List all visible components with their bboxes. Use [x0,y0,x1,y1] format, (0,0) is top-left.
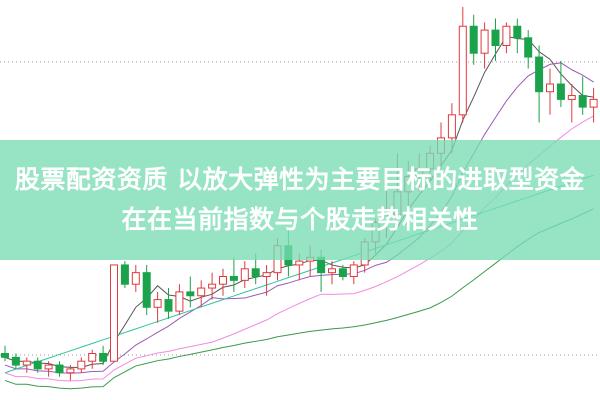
candle-body [295,260,304,266]
candle-body [524,37,533,58]
banner-text: 股票配资资质 以放大弹性为主要目标的进取型资金在在当前指数与个股走势相关性 [14,165,586,234]
candle-body [251,268,260,277]
candle-body [480,29,489,54]
candle-body [240,268,249,281]
candle-body [1,353,9,358]
title-banner: 股票配资资质 以放大弹性为主要目标的进取型资金在在当前指数与个股走势相关性 [0,140,600,260]
candle-body [131,272,140,285]
candle-body [578,95,587,108]
candle-body [556,83,565,100]
candle-body [447,114,456,139]
candle-body [110,264,118,362]
candle-body [22,360,31,366]
candle-body [186,291,195,297]
candle-body [502,25,511,46]
candle-body [338,268,347,277]
candle-body [546,83,554,93]
candle-body [55,364,64,374]
candle-body [219,276,227,285]
candle-body [197,287,206,297]
candle-body [11,356,20,366]
candle-body [44,364,53,370]
candle-body [535,56,544,93]
candle-body [458,25,467,116]
candle-body [99,353,108,362]
candle-body [567,95,576,100]
candle-body [33,360,42,370]
candle-body [142,272,151,308]
candle-body [262,272,271,277]
candle-body [175,291,184,312]
candle-body [208,283,217,289]
candle-body [66,368,75,374]
candle-body [164,299,173,312]
ma-line-ma60 [4,208,594,390]
candle-body [469,25,478,54]
candle-body [513,25,522,39]
candle-body [77,360,86,370]
candle-body [491,29,500,46]
candle-body [120,264,129,285]
candle-body [589,98,598,108]
candle-body [229,276,238,281]
candle-body [153,299,162,308]
candle-body [328,268,336,274]
candle-body [88,353,97,362]
candle-body [349,264,358,278]
